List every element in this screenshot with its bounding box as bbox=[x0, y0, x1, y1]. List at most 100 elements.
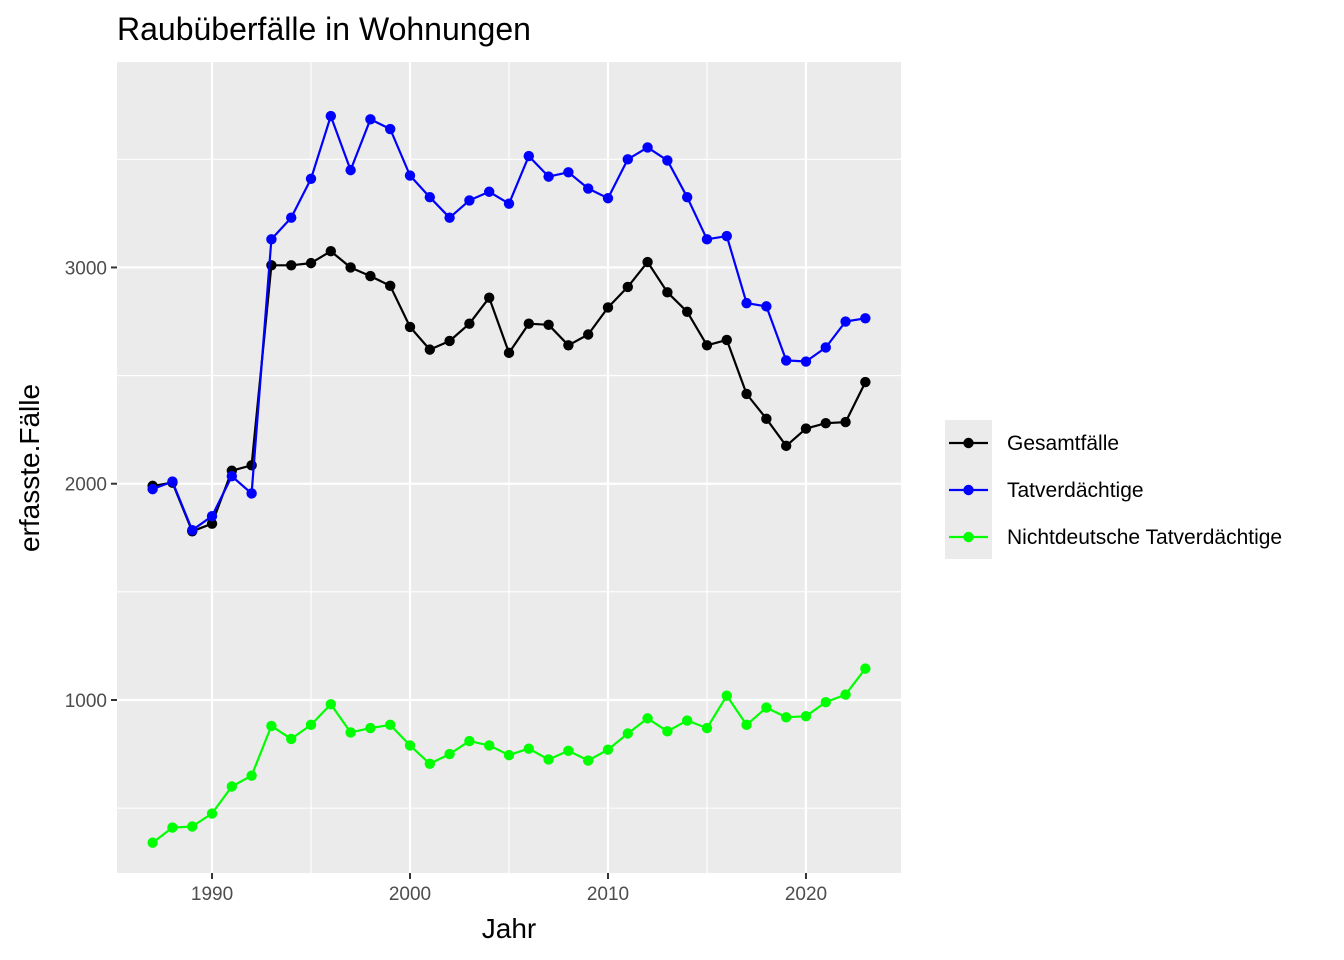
data-point bbox=[246, 460, 257, 471]
data-point bbox=[464, 318, 475, 329]
data-point bbox=[187, 525, 198, 536]
data-point bbox=[484, 186, 495, 197]
data-point bbox=[721, 690, 732, 701]
data-point bbox=[840, 416, 851, 428]
x-tick-label: 2010 bbox=[587, 884, 629, 905]
data-point bbox=[385, 719, 396, 731]
data-point bbox=[404, 321, 416, 333]
data-point bbox=[385, 280, 396, 292]
data-point bbox=[761, 301, 772, 312]
legend-key-point bbox=[963, 437, 974, 449]
data-point bbox=[622, 281, 633, 293]
data-point bbox=[365, 270, 376, 282]
data-point bbox=[286, 733, 297, 745]
series-layer bbox=[147, 110, 871, 848]
data-point bbox=[820, 342, 831, 353]
data-point bbox=[662, 726, 673, 737]
legend-key-point bbox=[963, 484, 974, 496]
legend-label: Tatverdächtige bbox=[1007, 479, 1144, 502]
data-point bbox=[404, 740, 416, 751]
data-point bbox=[345, 262, 356, 273]
data-point bbox=[206, 518, 218, 529]
data-point bbox=[226, 470, 238, 482]
legend-label: Nichtdeutsche Tatverdächtige bbox=[1007, 526, 1282, 549]
grid-minor bbox=[117, 62, 901, 873]
data-point bbox=[622, 154, 633, 165]
grid-major bbox=[117, 62, 901, 873]
data-point bbox=[642, 713, 653, 724]
data-point bbox=[345, 727, 356, 738]
data-point bbox=[147, 837, 158, 848]
data-point bbox=[741, 388, 752, 400]
y-tick-label: 3000 bbox=[65, 258, 107, 279]
data-point bbox=[543, 319, 554, 330]
data-point bbox=[305, 719, 317, 731]
data-point bbox=[424, 191, 436, 203]
data-point bbox=[780, 440, 792, 452]
data-point bbox=[286, 260, 297, 271]
data-point bbox=[226, 781, 238, 792]
data-point bbox=[503, 198, 515, 209]
data-point bbox=[523, 318, 534, 329]
data-point bbox=[701, 234, 713, 245]
data-point bbox=[860, 313, 871, 324]
data-point bbox=[820, 696, 831, 708]
data-point bbox=[266, 234, 277, 245]
y-tick-label: 1000 bbox=[65, 691, 107, 712]
data-point bbox=[681, 306, 693, 317]
data-point bbox=[701, 340, 713, 351]
x-tick-label: 2000 bbox=[389, 884, 431, 905]
data-point bbox=[305, 257, 317, 269]
data-point bbox=[246, 770, 257, 781]
data-point bbox=[266, 720, 277, 732]
data-point bbox=[741, 719, 752, 731]
data-point bbox=[424, 758, 436, 769]
data-point bbox=[365, 722, 376, 734]
data-point bbox=[800, 711, 812, 722]
data-point bbox=[503, 749, 515, 761]
data-point bbox=[800, 423, 812, 434]
data-point bbox=[840, 689, 851, 700]
data-point bbox=[860, 663, 871, 674]
y-axis-title: erfasste.Fälle bbox=[14, 384, 45, 552]
data-point bbox=[523, 150, 534, 162]
data-point bbox=[860, 376, 871, 388]
data-point bbox=[840, 316, 851, 327]
data-point bbox=[602, 302, 614, 313]
data-point bbox=[741, 297, 752, 309]
data-point bbox=[582, 755, 594, 766]
legend-key-point bbox=[963, 531, 974, 543]
data-point bbox=[484, 292, 495, 303]
data-point bbox=[246, 488, 257, 499]
y-tick-label: 2000 bbox=[65, 475, 107, 496]
data-point bbox=[325, 699, 337, 710]
data-point bbox=[701, 722, 713, 734]
data-point bbox=[721, 230, 732, 242]
data-point bbox=[266, 260, 277, 271]
data-point bbox=[286, 212, 297, 223]
x-axis-title: Jahr bbox=[482, 913, 536, 944]
data-point bbox=[424, 344, 436, 355]
data-point bbox=[761, 702, 772, 713]
data-point bbox=[464, 735, 475, 747]
data-point bbox=[780, 355, 792, 366]
data-point bbox=[602, 744, 614, 755]
data-point bbox=[761, 413, 772, 425]
data-point bbox=[167, 822, 178, 833]
data-point bbox=[444, 335, 455, 347]
data-point bbox=[563, 340, 574, 351]
data-point bbox=[820, 417, 831, 429]
data-point bbox=[681, 191, 693, 203]
x-tick-label: 1990 bbox=[191, 884, 233, 905]
data-point bbox=[543, 171, 554, 182]
data-point bbox=[523, 743, 534, 754]
data-point bbox=[345, 164, 356, 176]
data-point bbox=[206, 808, 218, 819]
data-point bbox=[582, 329, 594, 340]
x-tick-label: 2020 bbox=[785, 884, 827, 905]
data-point bbox=[187, 821, 198, 832]
data-point bbox=[444, 748, 455, 760]
data-point bbox=[404, 170, 416, 181]
legend: Gesamtfälle Tatverdächtige Nichtdeutsche T… bbox=[949, 432, 1282, 549]
data-point bbox=[305, 173, 317, 184]
